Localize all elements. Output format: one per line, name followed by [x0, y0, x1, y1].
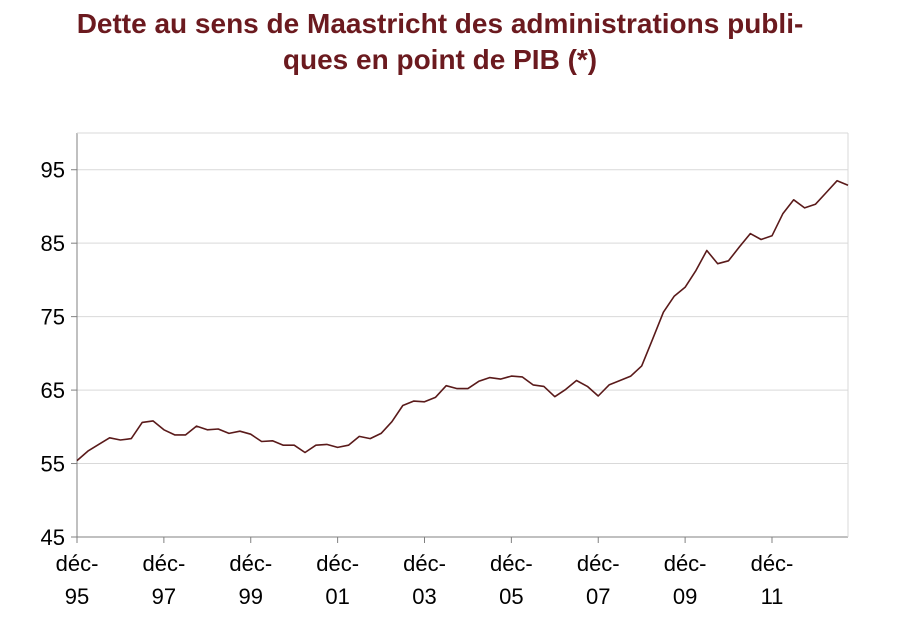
y-tick-label: 95	[41, 158, 65, 183]
x-tick-label-line1: déc-	[316, 551, 359, 576]
y-axis-ticks: 45 55 65 75 85 95	[41, 158, 77, 550]
x-axis-ticks: déc- 95 déc- 97 déc- 99 déc- 01 déc- 03 déc- 05 déc-…	[56, 537, 794, 609]
chart-title-line-1: Dette au sens de Maastricht des administ…	[76, 8, 804, 39]
axes	[76, 132, 849, 538]
x-tick-label-line2: 07	[586, 584, 610, 609]
x-tick-label-line2: 09	[673, 584, 697, 609]
y-tick-label: 65	[41, 378, 65, 403]
x-tick-label-line2: 05	[499, 584, 523, 609]
x-tick-label-line2: 95	[65, 584, 89, 609]
x-tick-label-line2: 11	[761, 584, 784, 609]
x-tick-label-line2: 99	[239, 584, 263, 609]
x-tick-label-line1: déc-	[490, 551, 533, 576]
y-tick-label: 85	[41, 231, 65, 256]
chart-title: Dette au sens de Maastricht des administ…	[0, 6, 880, 78]
x-tick-label-line1: déc-	[664, 551, 707, 576]
series-layer	[76, 179, 849, 462]
y-tick-label: 55	[41, 452, 65, 477]
x-tick-label-line1: déc-	[56, 551, 99, 576]
x-tick-label-line1: déc-	[751, 551, 794, 576]
y-tick-label: 75	[41, 305, 65, 330]
x-tick-label-line2: 03	[412, 584, 436, 609]
x-tick-label-line1: déc-	[403, 551, 446, 576]
gridlines	[77, 169, 848, 465]
series-line	[76, 179, 849, 462]
x-tick-label-line1: déc-	[142, 551, 185, 576]
x-tick-label-line2: 01	[325, 584, 349, 609]
x-tick-label-line1: déc-	[229, 551, 272, 576]
x-tick-label-line1: déc-	[577, 551, 620, 576]
chart-title-line-2: ques en point de PIB (*)	[282, 44, 598, 75]
x-tick-label-line2: 97	[152, 584, 176, 609]
y-tick-label: 45	[41, 525, 65, 550]
